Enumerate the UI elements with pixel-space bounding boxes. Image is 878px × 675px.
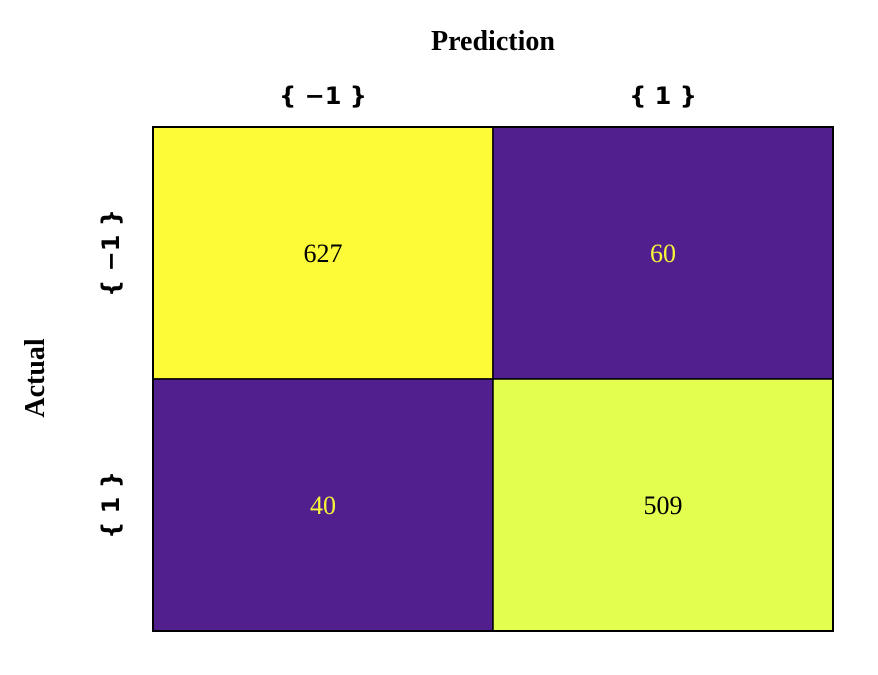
cell-value-label: 60: [650, 239, 676, 268]
x-tick-label: { 1 }: [629, 82, 697, 110]
heatmap-cell: [492, 378, 834, 632]
heatmap-cell: [152, 126, 494, 380]
x-tick-label: { −1 }: [279, 82, 367, 110]
heatmap-cells: 627 60 40 509: [152, 126, 834, 632]
y-tick-label: { 1 }: [97, 471, 125, 539]
cell-value-label: 627: [304, 239, 343, 268]
y-axis-title: Actual: [20, 338, 51, 418]
y-tick-labels: { −1 } { 1 }: [97, 209, 125, 539]
cell-value-label: 40: [310, 491, 336, 520]
x-axis-title: Prediction: [431, 26, 555, 57]
plot-frame: [152, 126, 834, 632]
cell-value-label: 509: [644, 491, 683, 520]
heatmap-cell: [492, 126, 834, 380]
heatmap-cell: [152, 378, 494, 632]
y-tick-label: { −1 }: [97, 209, 125, 297]
x-tick-labels: { −1 } { 1 }: [279, 82, 697, 110]
